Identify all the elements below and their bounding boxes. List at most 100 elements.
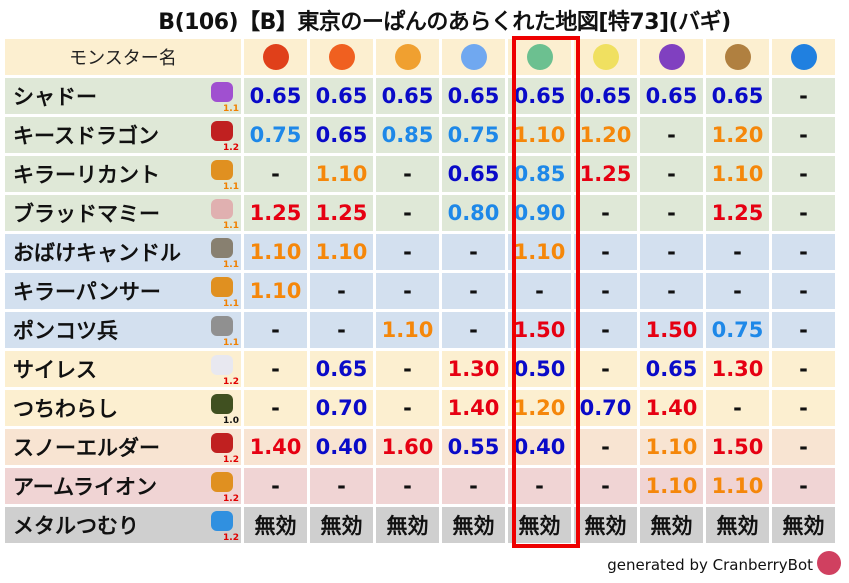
value-cell: -: [574, 195, 637, 231]
rate-label: 1.1: [223, 299, 239, 309]
value-cell: 1.25: [574, 156, 637, 192]
value-cell: 1.10: [640, 429, 703, 465]
value-cell: 1.10: [310, 156, 373, 192]
monster-name: キラーパンサー: [13, 280, 161, 304]
value-cell: -: [442, 312, 505, 348]
paw-icon: [211, 160, 233, 180]
value-cell: 無効: [706, 507, 769, 543]
table-row: ポンコツ兵 1.1- -1.10-1.50-1.50 0.75-: [5, 312, 835, 348]
value-cell: 1.40: [640, 390, 703, 426]
monster-name-cell: ブラッドマミー 1.1: [5, 195, 241, 231]
value-cell: 0.50: [508, 351, 571, 387]
value-cell: 1.10: [244, 273, 307, 309]
monster-name: キラーリカント: [13, 163, 160, 187]
value-cell: 1.60: [376, 429, 439, 465]
value-cell: 1.25: [244, 195, 307, 231]
value-cell: -: [772, 117, 835, 153]
monster-name-cell: キースドラゴン 1.2: [5, 117, 241, 153]
value-cell: 0.65: [310, 117, 373, 153]
value-cell: 0.90: [508, 195, 571, 231]
value-cell: -: [376, 156, 439, 192]
paw-icon: [211, 472, 233, 492]
monster-name-cell: キラーリカント 1.1: [5, 156, 241, 192]
rate-label: 1.0: [223, 416, 239, 426]
value-cell: 1.50: [706, 429, 769, 465]
monster-name: メタルつむり: [13, 514, 139, 538]
value-cell: 0.65: [508, 78, 571, 114]
value-cell: -: [772, 390, 835, 426]
value-cell: -: [574, 312, 637, 348]
value-cell: -: [376, 234, 439, 270]
table-row: サイレス 1.2-0.65-1.30 0.50-0.65 1.30-: [5, 351, 835, 387]
rate-label: 1.1: [223, 221, 239, 231]
value-cell: -: [772, 468, 835, 504]
value-cell: -: [574, 468, 637, 504]
value-cell: 0.65: [640, 351, 703, 387]
value-cell: 無効: [772, 507, 835, 543]
value-cell: 0.65: [442, 156, 505, 192]
monster-name-cell: キラーパンサー 1.1: [5, 273, 241, 309]
monster-name: キースドラゴン: [13, 124, 159, 148]
value-cell: -: [244, 468, 307, 504]
table-row: シャドー 1.1 0.65 0.65 0.65 0.65 0.65 0.65 0.65 0.65-: [5, 78, 835, 114]
explosion-icon: [394, 44, 421, 70]
value-cell: -: [772, 351, 835, 387]
element-header: [640, 39, 703, 75]
value-cell: 1.10: [244, 234, 307, 270]
value-cell: 0.70: [574, 390, 637, 426]
value-cell: -: [640, 117, 703, 153]
value-cell: -: [640, 234, 703, 270]
value-cell: 1.25: [310, 195, 373, 231]
tornado-icon: [526, 44, 553, 70]
rate-label: 1.2: [223, 377, 239, 387]
footer-credit: generated by CranberryBot: [607, 556, 813, 574]
value-cell: -: [772, 156, 835, 192]
value-cell: 0.70: [310, 390, 373, 426]
value-cell: -: [640, 156, 703, 192]
monster-name: つちわらし: [13, 397, 118, 421]
cranberry-bot-icon: [817, 551, 841, 575]
value-cell: 1.30: [442, 351, 505, 387]
rate-label: 1.2: [223, 494, 239, 504]
rate-label: 1.2: [223, 533, 239, 543]
value-cell: -: [772, 312, 835, 348]
table-row: キラーリカント 1.1-1.10-0.65 0.85 1.25-1.10-: [5, 156, 835, 192]
dragon-icon: [211, 121, 233, 141]
slime-ghost-icon: [211, 394, 233, 414]
monster-name: サイレス: [13, 358, 97, 382]
value-cell: -: [574, 273, 637, 309]
element-header: [706, 39, 769, 75]
value-cell: -: [772, 195, 835, 231]
element-header: [772, 39, 835, 75]
value-cell: -: [442, 234, 505, 270]
element-header: [310, 39, 373, 75]
value-cell: 0.65: [310, 351, 373, 387]
value-cell: 0.80: [442, 195, 505, 231]
value-cell: 1.30: [706, 351, 769, 387]
value-cell: -: [310, 468, 373, 504]
value-cell: 1.10: [310, 234, 373, 270]
monster-name: ポンコツ兵: [13, 319, 118, 343]
value-cell: 無効: [508, 507, 571, 543]
header-row: モンスター名: [5, 39, 835, 75]
value-cell: -: [508, 468, 571, 504]
rate-label: 1.1: [223, 104, 239, 114]
value-cell: -: [244, 312, 307, 348]
monster-name: ブラッドマミー: [13, 202, 160, 226]
value-cell: 0.65: [706, 78, 769, 114]
value-cell: 無効: [310, 507, 373, 543]
value-cell: -: [772, 273, 835, 309]
element-header: [376, 39, 439, 75]
value-cell: 0.85: [376, 117, 439, 153]
wing-icon: [211, 355, 233, 375]
monster-name: シャドー: [13, 85, 97, 109]
table-row: スノーエルダー 1.2 1.40 0.40 1.60 0.55 0.40-1.10 1.50-: [5, 429, 835, 465]
value-cell: 無効: [640, 507, 703, 543]
lightning-star-icon: [592, 44, 619, 70]
monster-name-cell: スノーエルダー 1.2: [5, 429, 241, 465]
monster-name-cell: メタルつむり 1.2: [5, 507, 241, 543]
value-cell: -: [508, 273, 571, 309]
value-cell: -: [376, 273, 439, 309]
brick-icon: [211, 238, 233, 258]
dragon-icon: [211, 433, 233, 453]
